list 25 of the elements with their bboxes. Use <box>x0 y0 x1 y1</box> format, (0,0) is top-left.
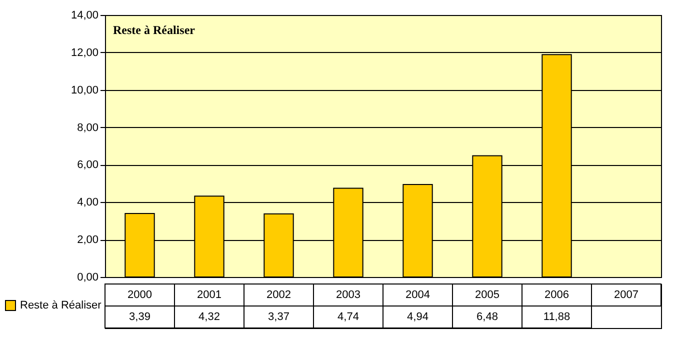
x-tick-label: 2001 <box>197 289 222 301</box>
data-label: 4,94 <box>407 311 428 323</box>
x-tick-label: 2005 <box>475 289 500 301</box>
x-tick-label: 2002 <box>266 289 291 301</box>
text: Reste à Réaliser <box>113 23 196 37</box>
data-label: 4,32 <box>198 311 220 323</box>
data-label: 3,37 <box>268 311 290 323</box>
y-tick-label: 14,00 <box>70 10 98 22</box>
x-tick-label: 2000 <box>128 289 152 301</box>
y-tick-label: 8,00 <box>77 122 98 134</box>
y-tick-label: 0,00 <box>77 272 98 284</box>
y-tick-label: 12,00 <box>70 46 98 59</box>
x-tick-label: 2003 <box>336 289 360 301</box>
data-label: 11,88 <box>543 311 570 323</box>
data-label: 3,39 <box>129 311 150 323</box>
x-tick-label: 2006 <box>544 289 569 301</box>
x-tick-label: 2007 <box>614 289 638 301</box>
legend-label: Reste à Réaliser <box>20 300 102 312</box>
y-tick-label: 4,00 <box>77 196 98 209</box>
data-label: 6,48 <box>476 311 498 323</box>
y-tick-label: 6,00 <box>77 159 98 172</box>
y-tick-label: 2,00 <box>77 234 98 246</box>
data-label: 4,74 <box>338 311 359 323</box>
y-tick-label: 10,00 <box>70 84 98 96</box>
x-tick-label: 2004 <box>406 289 430 301</box>
